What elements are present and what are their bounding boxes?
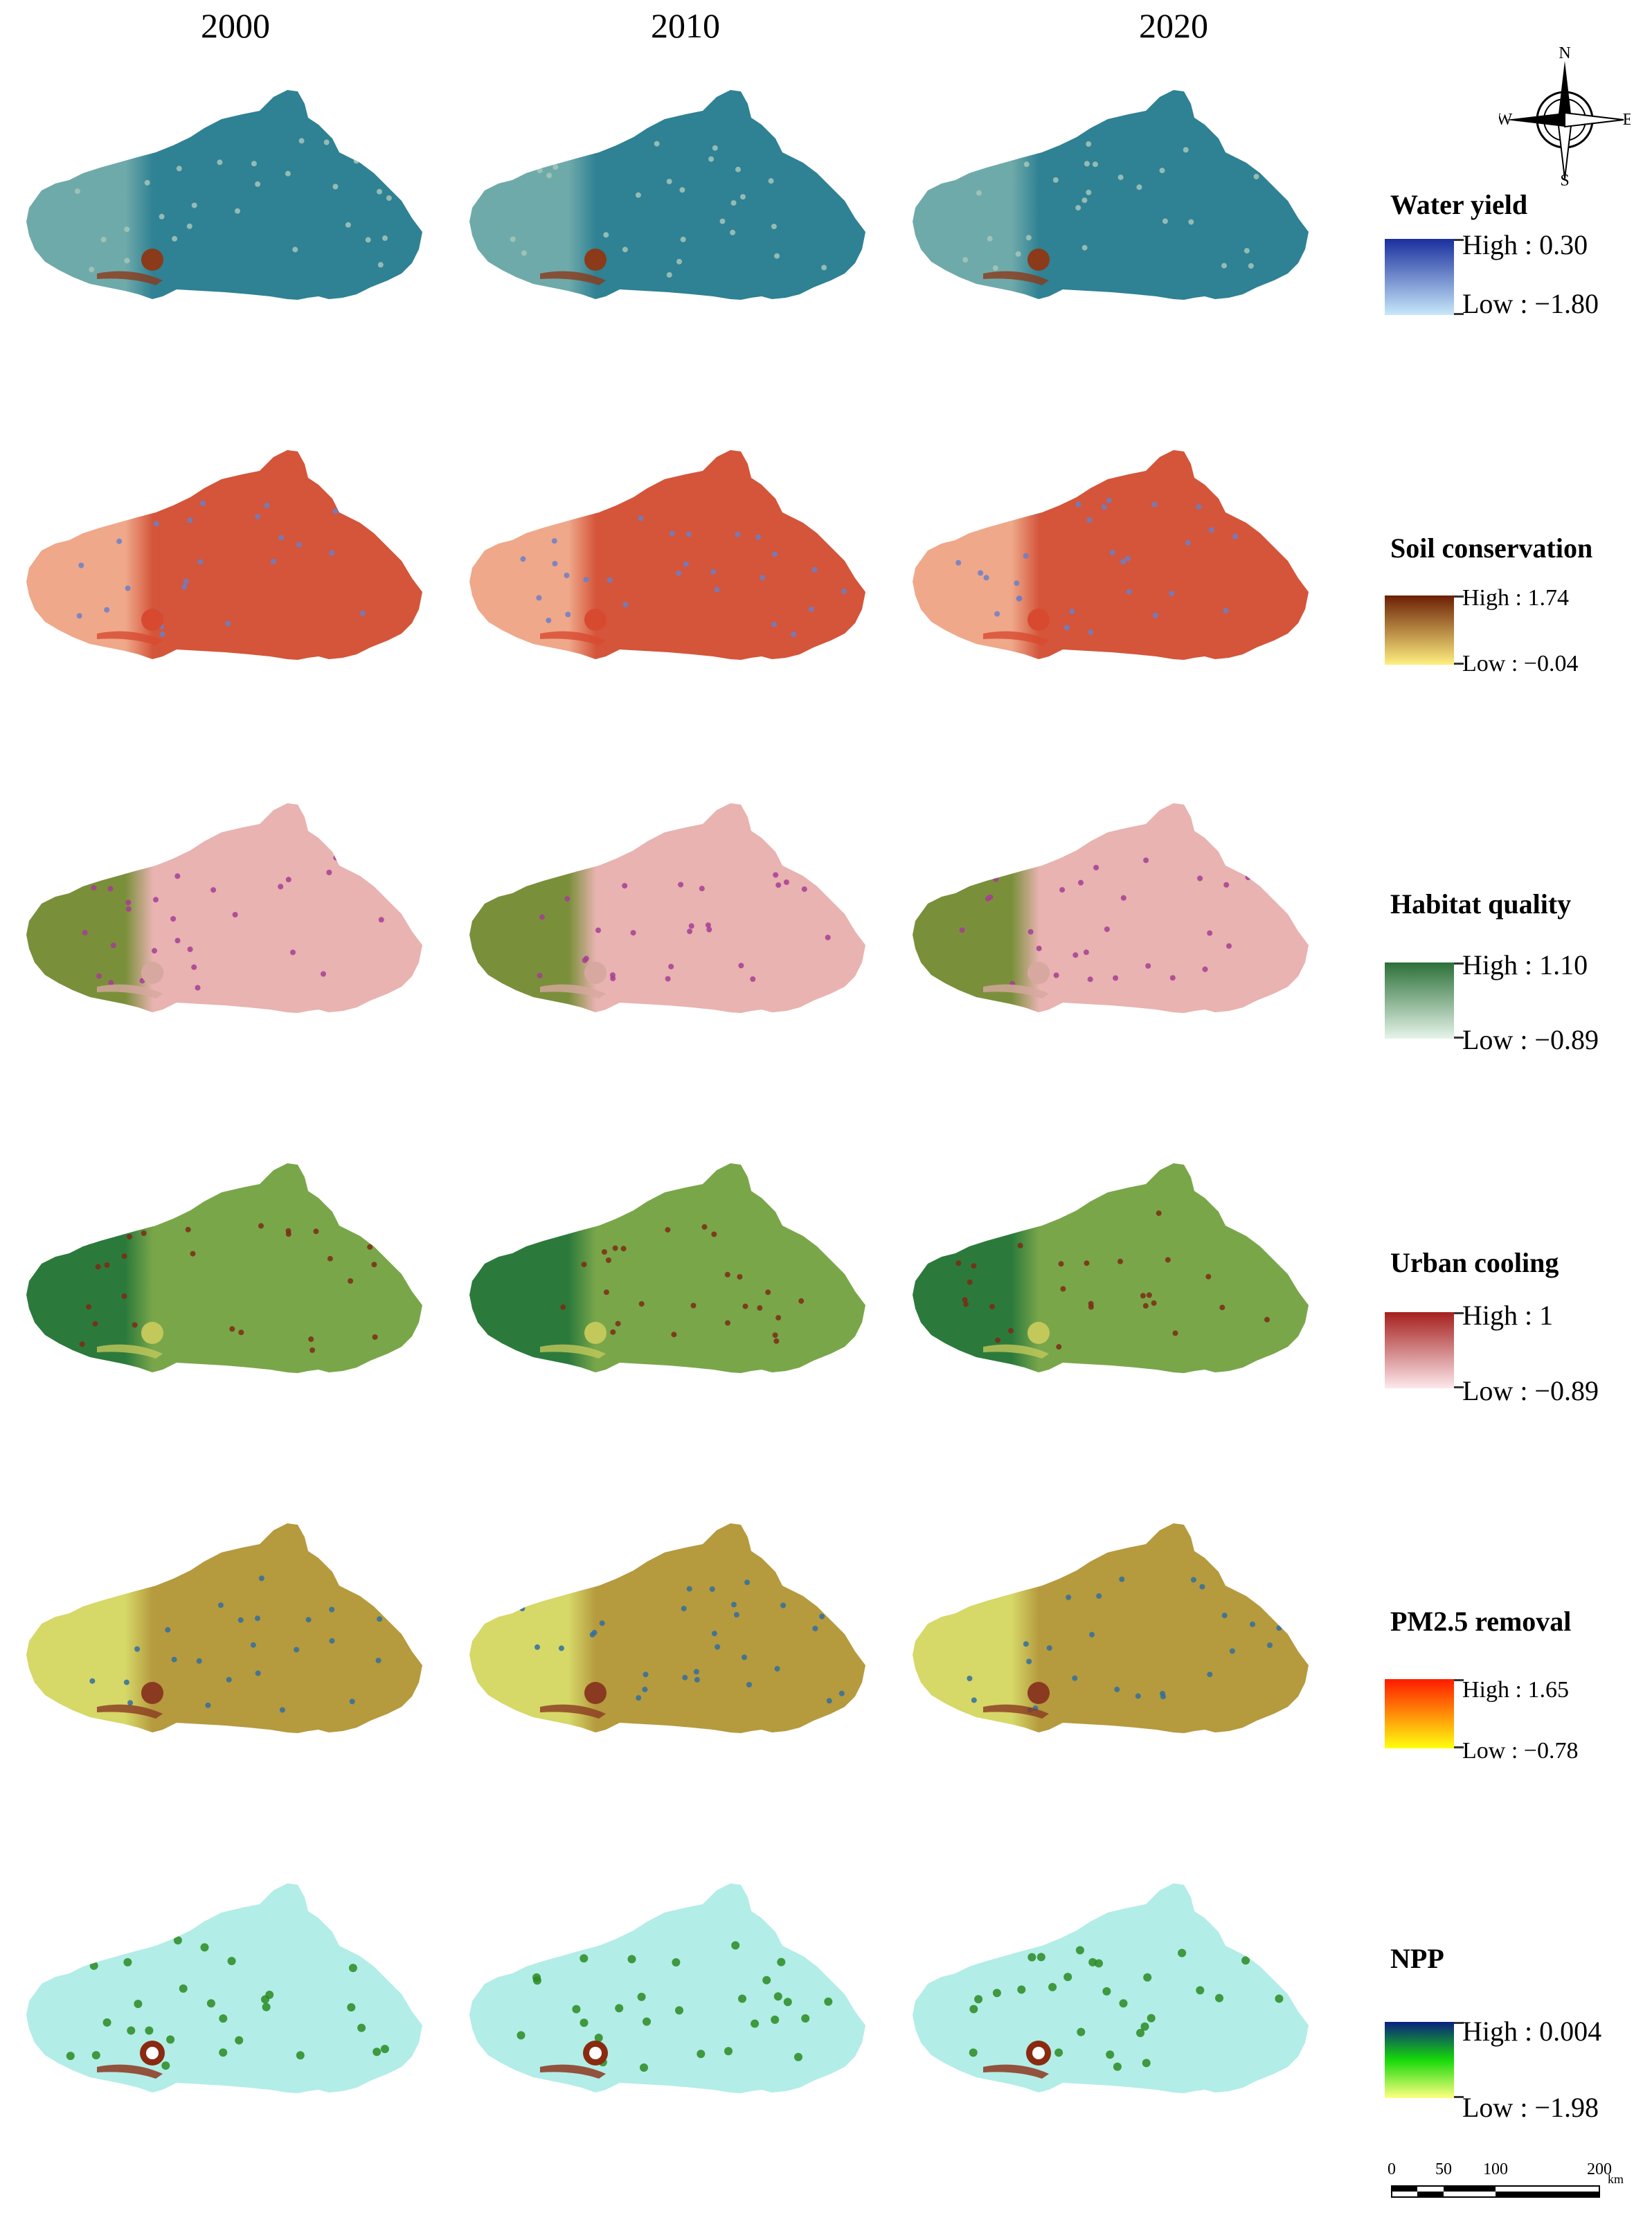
map-habitat-quality-2010 bbox=[457, 789, 886, 1080]
scale-label-200: 200 bbox=[1587, 2160, 1612, 2178]
legend-low-soil-conservation: Low : −0.04 bbox=[1462, 651, 1579, 677]
legend-tick bbox=[1454, 2022, 1464, 2024]
legend-low-habitat-quality: Low : −0.89 bbox=[1462, 1024, 1599, 1055]
legend-high-npp: High : 0.004 bbox=[1462, 2016, 1602, 2047]
legend-title-urban-cooling: Urban cooling bbox=[1390, 1247, 1559, 1278]
scale-unit: km bbox=[1608, 2172, 1624, 2186]
legend-tick bbox=[1454, 239, 1464, 241]
compass-s: S bbox=[1560, 172, 1569, 186]
compass-n: N bbox=[1559, 47, 1570, 62]
map-urban-cooling-2010 bbox=[457, 1149, 886, 1440]
legend-high-habitat-quality: High : 1.10 bbox=[1462, 949, 1588, 980]
legend-tick bbox=[1454, 1312, 1464, 1314]
legend-tick bbox=[1454, 1746, 1464, 1748]
legend-high-water-yield: High : 0.30 bbox=[1462, 229, 1588, 260]
scale-bar: 0 50 100 200 km bbox=[1385, 2150, 1627, 2216]
map-npp-2010 bbox=[457, 1870, 886, 2160]
legend-low-urban-cooling: Low : −0.89 bbox=[1462, 1375, 1599, 1406]
legend-title-pm25-removal: PM2.5 removal bbox=[1390, 1606, 1572, 1637]
year-header-2000: 2000 bbox=[201, 6, 270, 45]
legend-title-water-yield: Water yield bbox=[1390, 189, 1528, 220]
legend-high-urban-cooling: High : 1 bbox=[1462, 1300, 1554, 1331]
legend-swatch-water-yield bbox=[1385, 239, 1464, 315]
legend-title-npp: NPP bbox=[1390, 1943, 1444, 1974]
map-pm25-removal-2010 bbox=[457, 1509, 886, 1800]
map-urban-cooling-2000 bbox=[14, 1149, 443, 1440]
legend-swatch-npp bbox=[1385, 2022, 1464, 2098]
legend-tick bbox=[1454, 663, 1464, 665]
map-soil-conservation-2010 bbox=[457, 436, 886, 727]
map-habitat-quality-2000 bbox=[14, 789, 443, 1080]
legend-tick bbox=[1454, 1037, 1464, 1039]
legend-tick bbox=[1454, 1386, 1464, 1388]
map-water-yield-2000 bbox=[14, 76, 443, 367]
scale-label-0: 0 bbox=[1388, 2160, 1396, 2178]
year-header-2010: 2010 bbox=[651, 6, 720, 45]
scale-label-100: 100 bbox=[1483, 2160, 1508, 2178]
map-soil-conservation-2020 bbox=[900, 436, 1329, 727]
compass-rose-icon: N S E W bbox=[1497, 44, 1633, 190]
map-water-yield-2020 bbox=[900, 76, 1329, 367]
legend-tick bbox=[1454, 595, 1464, 598]
map-water-yield-2010 bbox=[457, 76, 886, 367]
map-habitat-quality-2020 bbox=[900, 789, 1329, 1080]
scale-label-50: 50 bbox=[1435, 2160, 1452, 2178]
map-pm25-removal-2000 bbox=[14, 1509, 443, 1800]
compass-e: E bbox=[1623, 111, 1631, 129]
legend-swatch-pm25-removal bbox=[1385, 1679, 1464, 1748]
map-soil-conservation-2000 bbox=[14, 436, 443, 727]
map-urban-cooling-2020 bbox=[900, 1149, 1329, 1440]
map-npp-2000 bbox=[14, 1870, 443, 2160]
map-pm25-removal-2020 bbox=[900, 1509, 1329, 1800]
legend-tick bbox=[1454, 1679, 1464, 1681]
legend-high-pm25-removal: High : 1.65 bbox=[1462, 1677, 1569, 1703]
legend-low-pm25-removal: Low : −0.78 bbox=[1462, 1738, 1579, 1764]
legend-title-habitat-quality: Habitat quality bbox=[1390, 888, 1572, 920]
legend-high-soil-conservation: High : 1.74 bbox=[1462, 585, 1569, 611]
legend-swatch-habitat-quality bbox=[1385, 962, 1464, 1039]
compass-w: W bbox=[1499, 111, 1513, 129]
legend-tick bbox=[1454, 2096, 1464, 2098]
legend-title-soil-conservation: Soil conservation bbox=[1390, 532, 1593, 564]
legend-low-npp: Low : −1.98 bbox=[1462, 2092, 1599, 2123]
legend-tick bbox=[1454, 962, 1464, 965]
legend-swatch-urban-cooling bbox=[1385, 1312, 1464, 1388]
legend-low-water-yield: Low : −1.80 bbox=[1462, 288, 1599, 319]
year-header-2020: 2020 bbox=[1139, 6, 1208, 45]
map-npp-2020 bbox=[900, 1870, 1329, 2160]
legend-swatch-soil-conservation bbox=[1385, 595, 1464, 665]
legend-tick bbox=[1454, 313, 1464, 315]
